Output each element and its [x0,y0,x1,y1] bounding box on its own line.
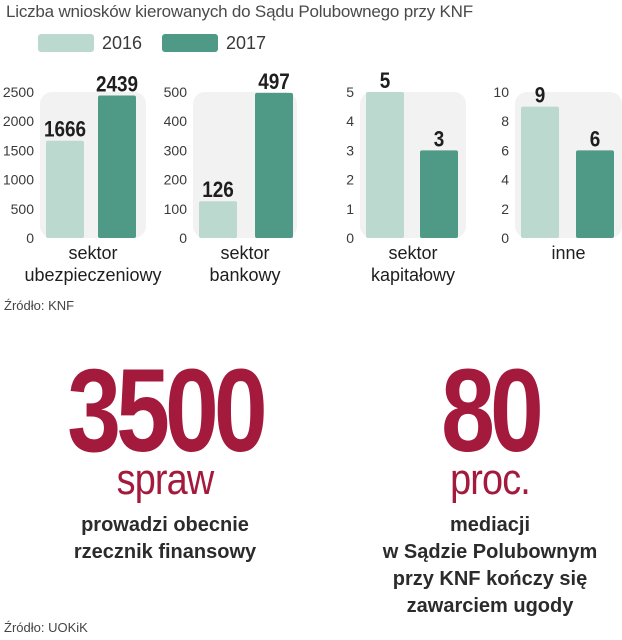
y-tick-label: 4 [501,172,509,188]
category-label: inne [551,243,585,263]
category-label: ubezpieczeniowy [24,265,161,285]
stat-value-80: 80 [441,345,544,477]
y-tick-label: 3 [346,142,354,158]
data-label: 6 [590,127,601,152]
category-label: bankowy [209,265,280,285]
y-tick-label: 2500 [3,84,34,100]
y-tick-label: 8 [501,113,509,129]
y-tick-label: 1500 [3,142,34,158]
data-label: 1666 [44,117,86,142]
y-tick-label: 5 [346,84,354,100]
legend-swatch-2016 [38,34,94,52]
y-tick-label: 0 [501,230,509,246]
data-label: 126 [202,178,234,203]
data-label: 2439 [96,72,138,97]
bar-2016 [46,140,84,238]
stat-unit-proc: proc. [450,455,531,504]
y-tick-label: 200 [164,172,188,188]
category-label: sektor [220,243,269,263]
y-tick-label: 100 [164,201,188,217]
source-uokik: Źródło: UOKiK [4,620,88,635]
stat-desc-2: mediacji w Sądzie Polubownym przy KNF ko… [340,512,622,620]
data-label: 9 [535,83,546,108]
y-tick-label: 2 [346,172,354,188]
y-tick-label: 4 [346,113,354,129]
stat-desc-line: mediacji [449,514,531,536]
y-tick-label: 0 [26,230,34,246]
stat-desc-line: przy KNF kończy się [392,568,588,590]
category-label: sektor [388,243,437,263]
stat-desc-line: zawarciem ugody [406,595,574,617]
stat-unit-spraw: spraw [116,455,215,504]
y-tick-label: 2000 [3,113,34,129]
y-tick-label: 1 [346,201,354,217]
chart-title: Liczba wniosków kierowanych do Sądu Polu… [6,2,473,21]
y-tick-label: 300 [164,142,188,158]
y-tick-label: 2 [501,201,509,217]
data-label: 5 [380,69,391,94]
stat-desc-line: prowadzi obecnie [81,514,249,536]
legend-swatch-2017 [162,34,218,52]
stat-desc-line: rzecznik finansowy [73,541,257,563]
bar-2017 [255,92,293,238]
y-tick-label: 500 [11,201,35,217]
bar-charts: 0500100015002000250016662439sektorubezpi… [3,69,622,285]
source-knf: Źródło: KNF [4,298,75,313]
bar-2017 [98,95,136,238]
category-label: kapitałowy [371,265,455,285]
bar-2016 [366,92,404,238]
category-label: sektor [68,243,117,263]
bar-2016 [521,106,559,238]
y-tick-label: 0 [346,230,354,246]
y-tick-label: 1000 [3,172,34,188]
data-label: 497 [258,70,290,95]
y-tick-label: 6 [501,142,509,158]
y-tick-label: 500 [164,84,188,100]
bar-2017 [420,150,458,238]
y-tick-label: 0 [179,230,187,246]
stat-desc-line: w Sądzie Polubownym [382,541,598,563]
legend-label-2016: 2016 [102,33,143,53]
stat-value-3500: 3500 [67,345,268,477]
data-label: 3 [434,127,445,152]
y-tick-label: 10 [493,84,509,100]
legend-label-2017: 2017 [226,33,267,53]
bar-2017 [576,150,614,238]
y-tick-label: 400 [164,113,188,129]
stat-desc-1: prowadzi obecnie rzecznik finansowy [15,512,315,566]
bar-2016 [199,201,237,238]
